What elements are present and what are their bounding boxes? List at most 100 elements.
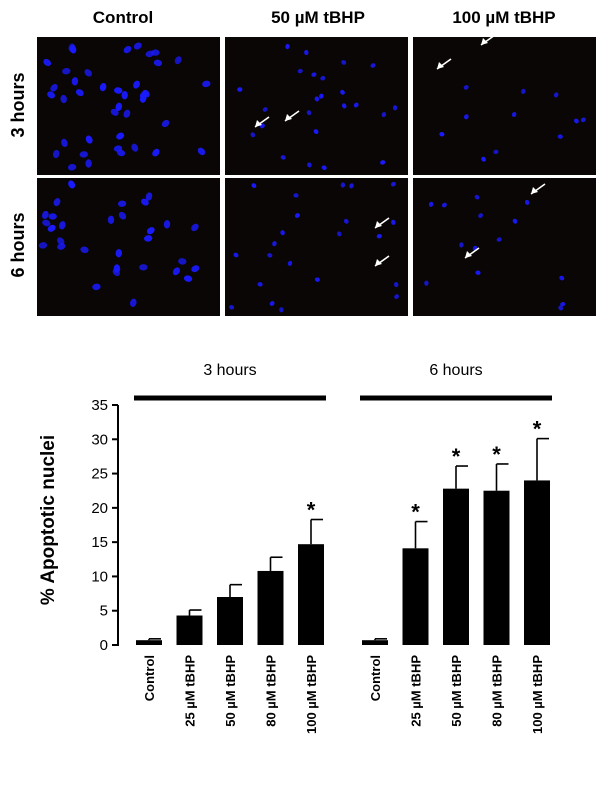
nucleus (145, 192, 153, 201)
bar (443, 488, 469, 645)
nucleus (191, 265, 200, 273)
category-label: Control (368, 655, 383, 701)
significance-marker: * (307, 498, 316, 523)
nucleus (474, 194, 480, 200)
nucleus (340, 182, 346, 188)
column-label-control: Control (93, 8, 153, 27)
nucleus (117, 200, 127, 207)
nucleus (521, 88, 526, 94)
nucleus (50, 83, 58, 92)
bar-chart: % Apoptotic nuclei 0 5 10 15 20 25 30 35 3 hour… (38, 362, 552, 734)
nucleus (115, 102, 123, 111)
bar (176, 615, 203, 645)
nucleus (183, 275, 193, 282)
nucleus (380, 160, 386, 165)
nucleus (85, 159, 92, 168)
nucleus (57, 243, 66, 250)
micrograph-image (225, 37, 408, 175)
nucleus (313, 129, 319, 135)
y-tick-label: 25 (91, 466, 108, 483)
category-label: Control (142, 655, 157, 701)
nucleus (61, 138, 68, 148)
nucleus (557, 134, 563, 139)
nucleus (115, 249, 123, 258)
nucleus (133, 42, 142, 50)
nucleus (336, 231, 342, 237)
nucleus (47, 224, 56, 232)
micrograph-image (37, 37, 220, 175)
nucleus (279, 307, 284, 313)
nucleus (144, 235, 153, 242)
nucleus (146, 227, 155, 235)
y-axis: 0 5 10 15 20 25 30 35 (91, 397, 119, 654)
nucleus (319, 93, 324, 99)
nucleus (391, 219, 396, 225)
nucleus (272, 241, 277, 247)
micrograph-tile (225, 178, 408, 316)
group-headers: 3 hours 6 hours (134, 362, 552, 401)
nucleus (267, 253, 273, 258)
nucleus (197, 147, 206, 156)
nucleus (574, 118, 579, 124)
nucleus (112, 268, 120, 277)
arrow-head-icon (531, 187, 538, 194)
category-label: 25 µM tBHP (183, 655, 198, 727)
y-tick-label: 0 (100, 637, 108, 654)
nucleus (229, 305, 235, 310)
nucleus (428, 201, 434, 207)
nucleus (139, 264, 148, 271)
nucleus (178, 258, 187, 265)
nucleus (191, 223, 199, 232)
significance-marker: * (452, 444, 461, 469)
nucleus (481, 156, 487, 162)
micrograph-tile (37, 37, 220, 175)
nucleus (75, 89, 84, 97)
nucleus (92, 283, 101, 291)
nucleus (85, 135, 93, 144)
nucleus (280, 155, 286, 160)
nucleus (140, 198, 149, 206)
micrograph-tile (225, 37, 408, 175)
y-tick-label: 30 (91, 431, 108, 448)
nucleus (311, 72, 317, 77)
significance-marker: * (533, 417, 542, 442)
micrograph-tile (37, 178, 220, 316)
nucleus (496, 237, 502, 242)
bar (257, 570, 284, 645)
nucleus (353, 102, 359, 108)
category-label: 80 µM tBHP (264, 655, 279, 727)
nucleus (116, 132, 125, 140)
significance-marker: * (411, 500, 420, 525)
category-label: 100 µM tBHP (530, 655, 545, 734)
nucleus (53, 198, 61, 207)
nucleus (123, 45, 132, 54)
nucleus (121, 91, 128, 100)
nucleus (116, 149, 126, 157)
nucleus (280, 230, 285, 236)
arrow-head-icon (481, 38, 488, 45)
nucleus (110, 108, 119, 116)
nucleus (62, 67, 71, 75)
nucleus (257, 282, 263, 287)
bar (483, 490, 510, 645)
nucleus (237, 87, 243, 92)
nucleus (67, 163, 77, 171)
category-label: 25 µM tBHP (409, 655, 424, 727)
nucleus (79, 151, 88, 158)
nucleus (307, 162, 312, 168)
nucleus (80, 246, 89, 254)
nucleus (114, 87, 123, 94)
nucleus (390, 181, 396, 187)
nucleus (343, 218, 349, 224)
nucleus (71, 77, 79, 86)
nucleus (161, 119, 170, 128)
bar (217, 597, 243, 645)
arrow-head-icon (465, 251, 472, 258)
nucleus (349, 183, 354, 189)
nucleus (172, 267, 180, 276)
nucleus (512, 218, 518, 224)
nucleus (463, 85, 469, 90)
nucleus (123, 109, 131, 118)
column-label-100um: 100 µM tBHP (452, 8, 555, 27)
micrograph-panel: Control 50 µM tBHP 100 µM tBHP 3 hours 6… (8, 8, 596, 316)
